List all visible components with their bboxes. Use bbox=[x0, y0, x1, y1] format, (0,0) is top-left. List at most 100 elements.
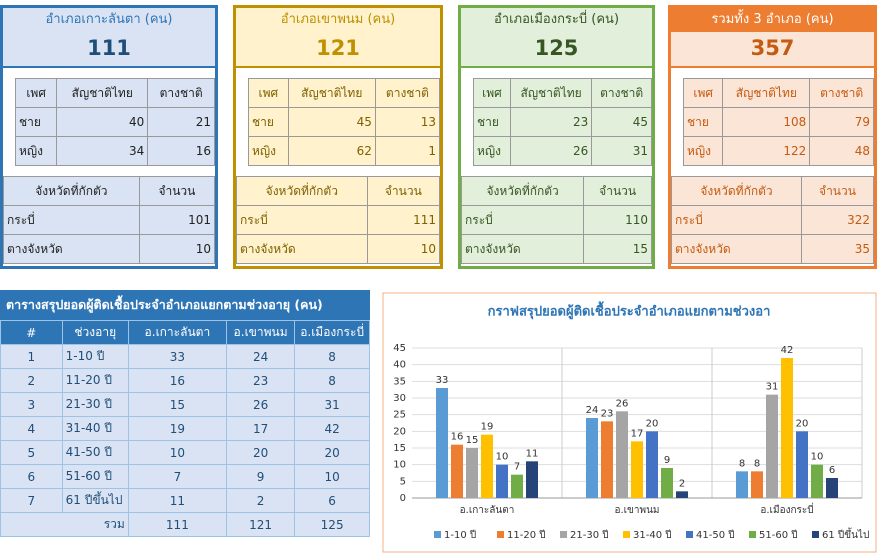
table-row: ชาย 45 13 bbox=[248, 107, 441, 137]
cell: 48 bbox=[809, 136, 874, 166]
cell: ชาย bbox=[682, 107, 724, 137]
cell: 42 bbox=[294, 416, 370, 441]
data-label: 9 bbox=[664, 455, 670, 466]
header-cell: จังหวัดที่กักตัว bbox=[3, 176, 140, 206]
cell: 35 bbox=[801, 234, 874, 264]
panel-table: เพศ สัญชาติไทย ตางชาติ ชาย 45 13 หญิง 62 1 bbox=[248, 78, 441, 166]
legend-label: 1-10 ปี bbox=[444, 529, 476, 541]
bar bbox=[481, 434, 493, 498]
legend-label: 51-60 ปี bbox=[759, 529, 798, 541]
y-tick-label: 35 bbox=[393, 376, 406, 387]
bar bbox=[676, 491, 688, 498]
panel: อำเภอเมืองกระบี่ (คน) 125 เพศ สัญชาติไทย ตาง… bbox=[458, 5, 655, 269]
bar bbox=[496, 464, 508, 498]
table-row: 4 31-40 ปี 19 17 42 bbox=[0, 416, 370, 441]
cell: 19 bbox=[127, 416, 227, 441]
cell: ชาย bbox=[248, 107, 289, 137]
header-cell: จำนวน bbox=[583, 176, 652, 206]
table-row: 6 51-60 ปี 7 9 10 bbox=[0, 464, 370, 489]
legend-label: 21-30 ปี bbox=[570, 529, 609, 541]
cell: 20 bbox=[225, 440, 296, 465]
y-tick-label: 25 bbox=[393, 410, 406, 421]
table-row: ชาย 23 45 bbox=[473, 107, 652, 137]
cell: 26 bbox=[225, 392, 296, 417]
data-label: 19 bbox=[481, 422, 494, 433]
panel-header: อำเภอเกาะลันตา (คน) 111 bbox=[3, 8, 215, 68]
cell: กระบี่ bbox=[671, 205, 802, 235]
cell: 40 bbox=[56, 107, 149, 137]
header-cell: เพศ bbox=[682, 78, 724, 108]
cell: 21-30 ปี bbox=[61, 392, 129, 417]
data-label: 6 bbox=[829, 465, 835, 476]
cell: 16 bbox=[127, 368, 227, 393]
cell: 125 bbox=[294, 512, 370, 537]
cell: ตางจังหวัด bbox=[671, 234, 802, 264]
cell: 33 bbox=[127, 344, 227, 369]
data-label: 42 bbox=[781, 345, 794, 356]
bar bbox=[586, 418, 598, 498]
chart-frame bbox=[382, 292, 877, 553]
table-header-row: เพศ สัญชาติไทย ตางชาติ bbox=[14, 78, 215, 108]
cell: ตางจังหวัด bbox=[236, 234, 368, 264]
data-label: 20 bbox=[646, 418, 659, 429]
bar bbox=[511, 474, 523, 498]
legend-swatch bbox=[686, 531, 693, 538]
data-label: 10 bbox=[496, 452, 509, 463]
header-cell: ช่วงอายุ bbox=[61, 320, 129, 345]
cell: 31 bbox=[591, 136, 652, 166]
data-label: 11 bbox=[526, 448, 539, 459]
data-label: 26 bbox=[616, 398, 629, 409]
table-row: 5 41-50 ปี 10 20 20 bbox=[0, 440, 370, 465]
table-header-row: จังหวัดที่กักตัว จำนวน bbox=[3, 176, 216, 206]
table-row: หญิง 122 48 bbox=[682, 136, 874, 166]
table-header-row: เพศ สัญชาติไทย ตางชาติ bbox=[473, 78, 652, 108]
panel-table: จังหวัดที่กักตัว จำนวน กระบี่ 111 ตางจังหวัด… bbox=[236, 176, 441, 264]
cell: 20 bbox=[294, 440, 370, 465]
cell: 41-50 ปี bbox=[61, 440, 129, 465]
y-tick-label: 30 bbox=[393, 393, 406, 404]
panel-table: เพศ สัญชาติไทย ตางชาติ ชาย 40 21 หญิง 34 16 bbox=[14, 78, 215, 166]
data-label: 2 bbox=[679, 478, 685, 489]
legend-label: 11-20 ปี bbox=[507, 529, 546, 541]
bar bbox=[826, 478, 838, 498]
header-cell: จังหวัดที่กักตัว bbox=[236, 176, 368, 206]
header-cell: สัญชาติไทย bbox=[722, 78, 811, 108]
cell: 3 bbox=[0, 392, 63, 417]
table-row: ตางจังหวัด 10 bbox=[3, 234, 216, 264]
table-row: ชาย 40 21 bbox=[14, 107, 215, 137]
cell: 7 bbox=[127, 464, 227, 489]
header-cell: จำนวน bbox=[801, 176, 874, 206]
cell: 26 bbox=[509, 136, 593, 166]
table-header-row: จังหวัดที่กักตัว จำนวน bbox=[460, 176, 652, 206]
chart: กราฟสรุปยอดผู้ติดเชื้อประจำอำเภอแยกตามช่… bbox=[382, 292, 877, 553]
y-tick-label: 20 bbox=[393, 426, 406, 437]
panel-header: อำเภอเขาพนม (คน) 121 bbox=[236, 8, 440, 68]
cell: 10 bbox=[138, 234, 216, 264]
cell: 15 bbox=[127, 392, 227, 417]
cell: ตางจังหวัด bbox=[460, 234, 585, 264]
bar bbox=[466, 448, 478, 498]
panel-table: เพศ สัญชาติไทย ตางชาติ ชาย 108 79 หญิง 122 48 bbox=[682, 78, 874, 166]
cell: กระบี่ bbox=[460, 205, 585, 235]
cell: 9 bbox=[225, 464, 296, 489]
cell: 10 bbox=[127, 440, 227, 465]
data-label: 20 bbox=[796, 418, 809, 429]
x-tick-label: อ.เมืองกระบี่ bbox=[760, 502, 813, 516]
cell: 1 bbox=[374, 136, 441, 166]
cell: หญิง bbox=[14, 136, 58, 166]
bar bbox=[451, 444, 463, 498]
cell: ชาย bbox=[473, 107, 511, 137]
cell: 121 bbox=[225, 512, 296, 537]
cell: 45 bbox=[287, 107, 376, 137]
header-cell: เพศ bbox=[248, 78, 289, 108]
panel: อำเภอเขาพนม (คน) 121 เพศ สัญชาติไทย ตางชาติช… bbox=[233, 5, 443, 269]
cell: 45 bbox=[591, 107, 652, 137]
y-tick-label: 0 bbox=[400, 493, 406, 504]
table-row: กระบี่ 322 bbox=[671, 205, 874, 235]
legend-label: 31-40 ปี bbox=[633, 529, 672, 541]
cell: 79 bbox=[809, 107, 874, 137]
table-row: 7 61 ปีขึ้นไป 11 2 6 bbox=[0, 488, 370, 513]
panel-title: อำเภอเกาะลันตา (คน) bbox=[45, 12, 173, 27]
bar bbox=[661, 468, 673, 498]
cell: 11-20 ปี bbox=[61, 368, 129, 393]
